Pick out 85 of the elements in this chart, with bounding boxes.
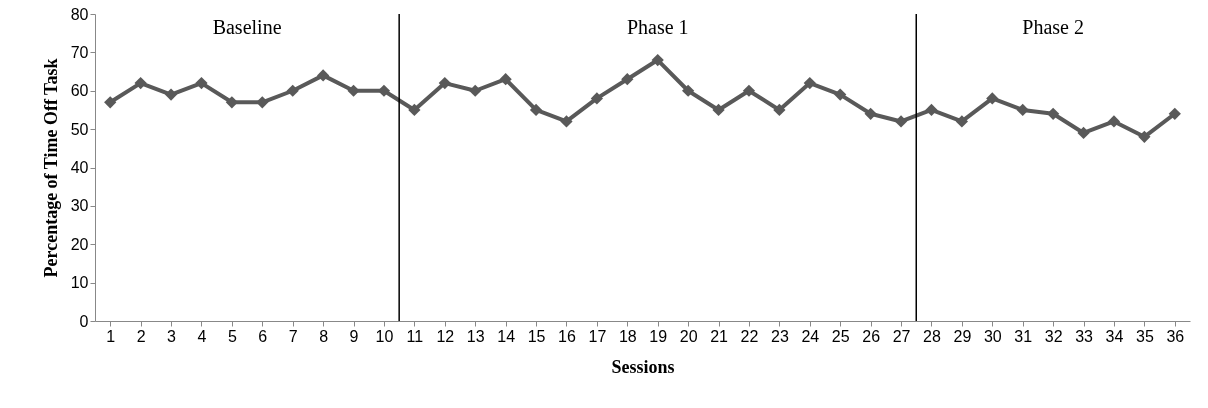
point (195, 76, 208, 90)
x-tick-label: 18 (618, 327, 637, 345)
y-tick-label: 40 (70, 159, 89, 176)
x-tick-label: 4 (197, 327, 207, 345)
y-tick-label: 0 (79, 312, 89, 330)
x-tick-label: 15 (527, 327, 546, 345)
x-tick-label: 30 (983, 327, 1002, 345)
x-tick-label: 34 (1105, 327, 1124, 345)
point (225, 96, 238, 109)
x-tick-label: 28 (923, 327, 941, 345)
x-tick-label: 20 (679, 327, 698, 345)
point (377, 84, 391, 97)
x-tick-label: 5 (227, 327, 237, 345)
x-tick-label: 22 (740, 327, 759, 345)
x-tick-label: 25 (831, 327, 850, 345)
y-tick-label: 30 (70, 197, 89, 215)
x-tick-label: 27 (892, 327, 911, 345)
x-tick-label: 9 (349, 327, 359, 345)
x-tick-label: 24 (801, 327, 820, 345)
x-tick-label: 10 (375, 327, 394, 345)
x-tick-label: 16 (558, 327, 576, 345)
x-tick-label: 11 (406, 327, 424, 345)
x-tick-label: 2 (136, 327, 146, 345)
point (803, 76, 816, 90)
annotation: Baseline (212, 16, 282, 38)
x-tick-label: 14 (497, 327, 516, 345)
x-tick-label: 33 (1075, 327, 1094, 345)
point (408, 103, 421, 117)
y-tick-label: 20 (70, 235, 89, 253)
x-tick-label: 29 (953, 327, 972, 345)
point (104, 96, 117, 109)
y-tick-label: 10 (70, 274, 89, 292)
x-tick-label: 6 (258, 327, 268, 345)
point (317, 69, 330, 82)
point (894, 115, 908, 128)
x-tick-label: 32 (1044, 327, 1063, 345)
point (621, 73, 634, 86)
point (864, 107, 877, 120)
point (712, 103, 725, 117)
y-tick-label: 50 (70, 120, 89, 138)
point (682, 84, 695, 97)
point (925, 103, 938, 117)
x-tick-label: 17 (588, 327, 607, 345)
point (1077, 126, 1090, 140)
annotation: Phase 2 (1022, 16, 1084, 38)
y-tick-label: 70 (70, 43, 89, 61)
x-tick-label: 1 (106, 327, 116, 345)
point (1016, 103, 1029, 117)
y-tick-label: 60 (70, 82, 89, 100)
point (1138, 130, 1151, 143)
point (1107, 115, 1121, 128)
x-tick-label: 23 (770, 327, 789, 345)
x-tick-label: 8 (319, 327, 329, 345)
x-tick-label: 13 (466, 327, 485, 345)
point (286, 84, 299, 97)
x-tick-label: 12 (436, 327, 455, 345)
point (986, 92, 999, 105)
point (651, 53, 664, 67)
point (438, 76, 451, 90)
point (590, 92, 603, 105)
x-tick-label: 3 (167, 327, 177, 345)
x-tick-label: 19 (649, 327, 668, 345)
point (1047, 107, 1060, 120)
point (164, 88, 178, 101)
point (499, 73, 512, 86)
point (529, 103, 543, 117)
point (834, 88, 847, 101)
x-tick-label: 31 (1014, 327, 1033, 345)
y-tick-label: 80 (70, 5, 89, 23)
x-tick-label: 7 (288, 327, 298, 345)
point (134, 76, 147, 90)
y-axis-title: Percentage of Time Off Task (40, 58, 61, 278)
x-tick-label: 36 (1166, 327, 1185, 345)
point (773, 103, 786, 117)
x-axis-title: Sessions (611, 356, 675, 377)
x-tick-label: 26 (862, 327, 881, 345)
point (742, 84, 756, 97)
point (560, 115, 573, 128)
x-tick-label: 35 (1135, 327, 1154, 345)
point (1168, 107, 1181, 120)
x-tick-label: 21 (710, 327, 729, 345)
annotation: Phase 1 (626, 16, 689, 38)
point (256, 96, 269, 109)
point (469, 84, 482, 97)
point (955, 115, 968, 128)
